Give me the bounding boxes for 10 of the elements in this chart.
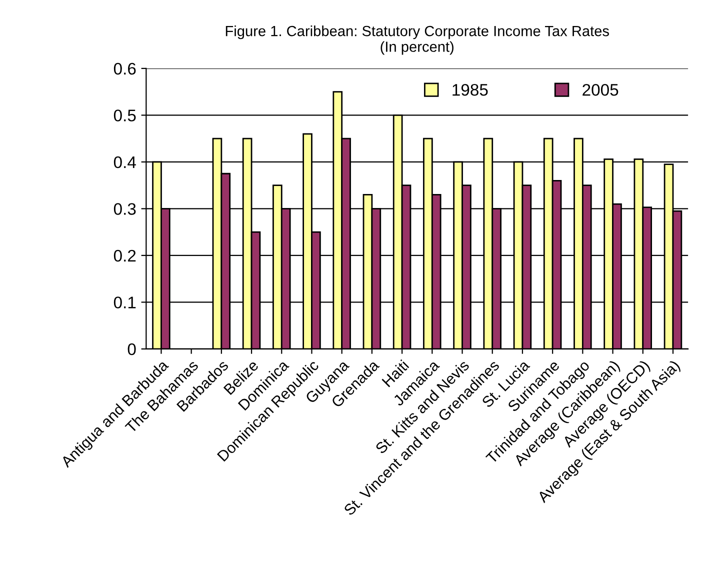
chart-title: Figure 1. Caribbean: Statutory Corporate Income Tax Rates (In percent) bbox=[226, 26, 609, 55]
y-tick-label: 0 bbox=[128, 343, 136, 356]
y-tick-label: 0.6 bbox=[114, 62, 136, 75]
y-tick-label: 0.4 bbox=[114, 156, 136, 168]
y-tick-label: 0.3 bbox=[114, 203, 136, 215]
y-tick-label: 0.1 bbox=[114, 296, 136, 308]
y-tick-label: 0.2 bbox=[114, 250, 136, 262]
legend-label: 1985 bbox=[452, 84, 488, 96]
legend-label: 2005 bbox=[582, 84, 618, 96]
y-tick-label: 0.5 bbox=[114, 110, 136, 122]
